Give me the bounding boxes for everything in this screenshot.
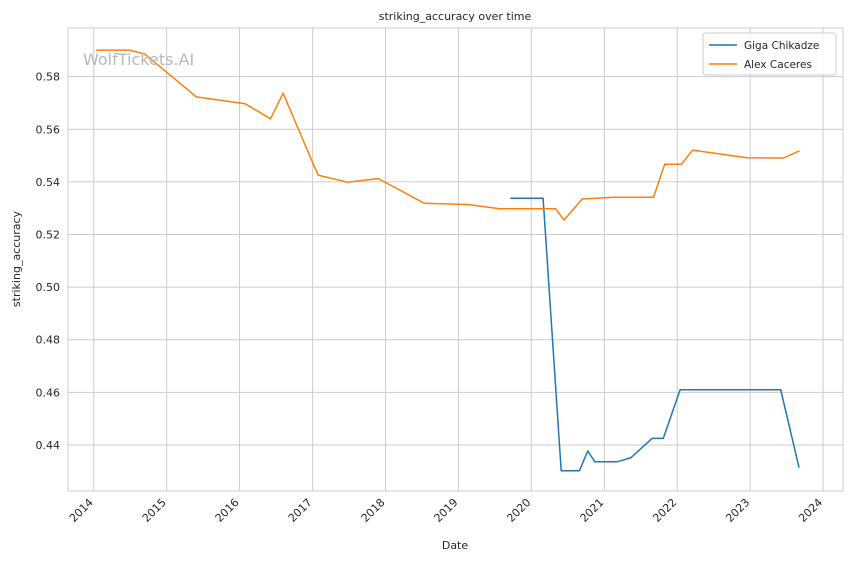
x-tick-label: 2020 (504, 496, 533, 525)
grid (68, 28, 843, 491)
x-tick-label: 2015 (140, 496, 169, 525)
tick-labels: 2014 2015 2016 2017 2018 2019 2020 2021 2022 2023… (36, 71, 826, 525)
x-tick-label: 2022 (650, 496, 679, 525)
y-tick-label: 0.46 (36, 386, 61, 399)
y-axis-label: striking_accuracy (10, 210, 23, 307)
x-tick-label: 2014 (67, 496, 96, 525)
legend: Giga Chikadze Alex Caceres (702, 32, 837, 76)
series-line-alex-caceres (95, 49, 800, 221)
series-layer (95, 49, 800, 472)
y-tick-label: 0.52 (36, 229, 61, 242)
watermark-text: WolfTickets.AI (83, 50, 194, 69)
y-tick-label: 0.48 (36, 334, 61, 347)
x-tick-label: 2021 (577, 496, 606, 525)
x-tick-label: 2024 (796, 496, 825, 525)
x-tick-label: 2018 (359, 496, 388, 525)
x-tick-label: 2017 (286, 496, 315, 525)
legend-label-alex-caceres: Alex Caceres (744, 59, 812, 71)
y-tick-label: 0.54 (36, 176, 61, 189)
y-tick-label: 0.56 (36, 123, 61, 136)
chart-title: striking_accuracy over time (379, 10, 532, 23)
series-line-giga-chikadze (510, 197, 800, 472)
legend-label-giga-chikadze: Giga Chikadze (744, 40, 819, 52)
y-tick-label: 0.58 (36, 71, 61, 84)
x-tick-label: 2016 (213, 496, 242, 525)
y-tick-label: 0.50 (36, 281, 61, 294)
x-tick-label: 2023 (723, 496, 752, 525)
x-tick-label: 2019 (432, 496, 461, 525)
x-axis-label: Date (442, 539, 469, 552)
y-tick-label: 0.44 (36, 439, 61, 452)
plot-frame (67, 27, 844, 492)
